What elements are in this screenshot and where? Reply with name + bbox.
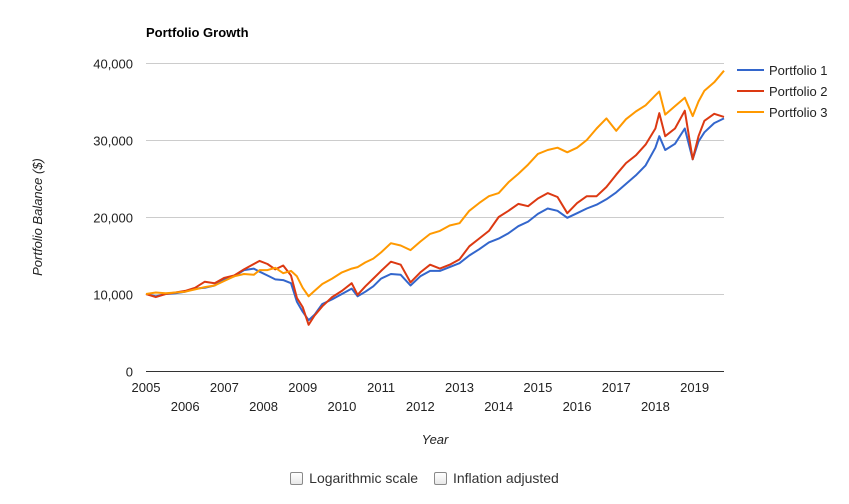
x-tick-label: 2012 — [406, 399, 435, 414]
legend-label: Portfolio 1 — [769, 63, 828, 78]
x-tick-label: 2008 — [249, 399, 278, 414]
x-tick-label: 2009 — [288, 380, 317, 395]
series-lines — [145, 70, 725, 326]
x-tick-label: 2013 — [445, 380, 474, 395]
x-axis-ticks: 2005 2006 2007 2008 2009 2010 2011 2012 2013 2014… — [132, 380, 710, 414]
x-tick-label: 2011 — [367, 380, 395, 395]
portfolio-growth-chart: Portfolio Growth 0 10,000 20,000 30,000 40,0… — [30, 25, 828, 447]
y-tick-label: 10,000 — [93, 288, 133, 303]
inflation-adjusted-label: Inflation adjusted — [452, 470, 559, 486]
log-scale-checkbox[interactable] — [290, 471, 304, 485]
y-tick-label: 40,000 — [93, 57, 133, 72]
x-tick-label: 2019 — [680, 380, 709, 395]
series-line-portfolio-3 — [145, 70, 725, 298]
inflation-adjusted-toggle[interactable]: Inflation adjusted — [433, 470, 559, 486]
x-tick-label: 2018 — [641, 399, 670, 414]
x-tick-label: 2010 — [327, 399, 356, 414]
x-tick-label: 2006 — [171, 399, 200, 414]
legend-label: Portfolio 3 — [769, 105, 828, 120]
y-axis-title: Portfolio Balance ($) — [30, 158, 45, 276]
y-tick-label: 0 — [126, 365, 133, 380]
x-tick-label: 2007 — [210, 380, 239, 395]
inflation-adjusted-checkbox[interactable] — [433, 471, 447, 485]
chart-title: Portfolio Growth — [146, 25, 249, 40]
series-line-portfolio-1 — [145, 117, 725, 322]
legend-label: Portfolio 2 — [769, 84, 828, 99]
chart-controls: Logarithmic scale Inflation adjusted — [0, 470, 849, 488]
x-tick-label: 2016 — [563, 399, 592, 414]
y-tick-label: 20,000 — [93, 211, 133, 226]
legend: Portfolio 1 Portfolio 2 Portfolio 3 — [737, 63, 828, 120]
x-tick-label: 2017 — [602, 380, 631, 395]
gridlines — [146, 63, 724, 372]
series-line-portfolio-2 — [145, 109, 725, 326]
x-tick-label: 2014 — [484, 399, 513, 414]
x-tick-label: 2005 — [132, 380, 161, 395]
y-axis-ticks: 0 10,000 20,000 30,000 40,000 — [93, 57, 133, 380]
log-scale-toggle[interactable]: Logarithmic scale — [290, 470, 418, 486]
y-tick-label: 30,000 — [93, 134, 133, 149]
log-scale-label: Logarithmic scale — [309, 470, 419, 486]
x-tick-label: 2015 — [523, 380, 552, 395]
x-axis-title: Year — [422, 432, 449, 447]
